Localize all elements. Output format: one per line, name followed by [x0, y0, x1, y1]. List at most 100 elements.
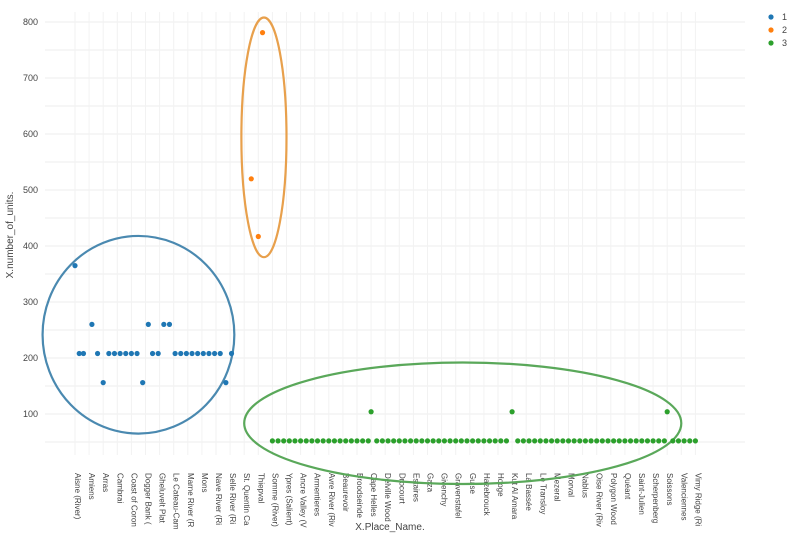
series-3-point — [532, 438, 538, 444]
series-3-point — [396, 438, 402, 444]
series-3-point — [481, 438, 487, 444]
series-1-point — [161, 321, 167, 327]
x-tick-label: Thiepval — [256, 473, 265, 503]
series-3-point — [286, 438, 292, 444]
series-3-point — [560, 438, 566, 444]
series-3-point — [599, 438, 605, 444]
series-3-point — [571, 438, 577, 444]
series-3-point — [633, 438, 639, 444]
x-tick-label: Morval — [567, 473, 576, 497]
series-1-point — [149, 350, 156, 357]
series-3-point — [303, 438, 309, 444]
x-tick-label: Avre River (Riv — [327, 473, 336, 527]
series-1-point — [195, 350, 201, 357]
series-1-point — [76, 350, 82, 357]
y-tick-label: 400 — [23, 241, 38, 251]
series-3-point — [275, 438, 281, 444]
series-1-point — [145, 321, 151, 327]
series-3-point — [470, 438, 476, 444]
series-3-point — [520, 438, 526, 444]
legend-label-1: 1 — [782, 12, 787, 22]
series-1-point — [200, 350, 206, 357]
series-3-point — [281, 438, 287, 444]
series-3-point — [515, 438, 521, 444]
series-3-point — [441, 438, 448, 444]
series-3-point — [526, 438, 532, 444]
y-tick-label: 200 — [23, 353, 38, 363]
series-3-point — [385, 438, 391, 444]
series-3-point — [419, 438, 425, 444]
series-3-point — [447, 438, 453, 444]
series-3-point — [379, 438, 385, 444]
series-1-point — [223, 380, 229, 386]
series-3-point — [616, 438, 622, 444]
series-3-point — [424, 438, 431, 444]
x-tick-label: Le Cateau-Cam — [172, 473, 181, 530]
x-tick-label: Cambrai — [115, 473, 124, 503]
x-tick-label: Gravenstafel — [454, 473, 463, 519]
series-1-point — [211, 350, 218, 357]
legend-label-3: 3 — [782, 38, 787, 48]
y-tick-label: 500 — [23, 185, 38, 195]
series-1-point — [128, 350, 134, 357]
series-1-point — [140, 380, 146, 386]
series-3-point — [374, 438, 380, 444]
legend-marker-1 — [768, 14, 774, 20]
series-3-point — [453, 438, 459, 444]
x-tick-label: Le Transloy — [538, 473, 547, 514]
series-1-point — [217, 350, 223, 357]
x-tick-label: Mons — [200, 473, 209, 493]
series-3-point — [611, 438, 617, 444]
x-tick-label: Selle River (Ri — [228, 473, 237, 524]
series-3-point — [622, 438, 628, 444]
series-3-point — [644, 438, 651, 444]
series-2-point — [255, 233, 261, 240]
x-axis-title: X.Place_Name. — [355, 522, 424, 533]
series-1-point — [89, 321, 95, 327]
y-tick-label: 100 — [23, 409, 38, 419]
series-3-point — [292, 438, 298, 444]
x-tick-label: Givenchy — [440, 473, 449, 506]
y-axis-title: X.number_of_units. — [5, 192, 16, 279]
series-3-point — [320, 438, 326, 444]
series-3-point — [360, 438, 366, 444]
x-tick-label: Gheluvelt Plat — [158, 473, 167, 524]
x-tick-label: Beaurevoir — [341, 473, 350, 512]
x-tick-label: Drocourt — [397, 473, 406, 504]
series-1-point — [123, 350, 129, 357]
x-tick-label: Cape Helles — [369, 473, 378, 517]
series-1-point — [72, 263, 78, 269]
series-1-point — [100, 380, 106, 386]
x-tick-label: Valenciennes — [679, 473, 688, 520]
series-1-point — [166, 321, 173, 327]
series-3-point — [661, 438, 667, 444]
x-tick-label: Somme (River) — [270, 473, 279, 527]
legend-marker-2 — [768, 27, 774, 33]
series-3-point — [402, 438, 408, 444]
series-3-point — [343, 438, 349, 444]
data-points — [72, 30, 699, 444]
cluster-3-ellipse — [243, 361, 683, 486]
series-3-point — [627, 438, 634, 444]
x-tick-label: Coast of Coron — [129, 473, 138, 527]
legend[interactable]: 1 2 3 — [768, 12, 787, 48]
x-tick-label: Saint-Julien — [637, 473, 646, 515]
series-1-point — [117, 350, 123, 357]
legend-label-2: 2 — [782, 25, 787, 35]
x-tick-label: Ypres (Salient) — [285, 473, 294, 526]
x-tick-label: Arras — [101, 473, 110, 492]
series-3-point — [543, 438, 549, 444]
x-tick-label: Hazebrouck — [482, 473, 491, 517]
series-3-point — [475, 438, 481, 444]
series-3-point — [436, 438, 442, 444]
series-1-point — [111, 350, 118, 357]
series-2-point — [259, 30, 266, 36]
series-3-point — [554, 438, 560, 444]
series-3-point — [681, 438, 687, 444]
x-tick-label: Delville Wood — [383, 473, 392, 522]
series-1-point — [106, 350, 112, 357]
series-3-point — [331, 438, 338, 444]
x-tick-label: Oise River (Riv — [595, 473, 604, 527]
series-3-point — [391, 438, 397, 444]
